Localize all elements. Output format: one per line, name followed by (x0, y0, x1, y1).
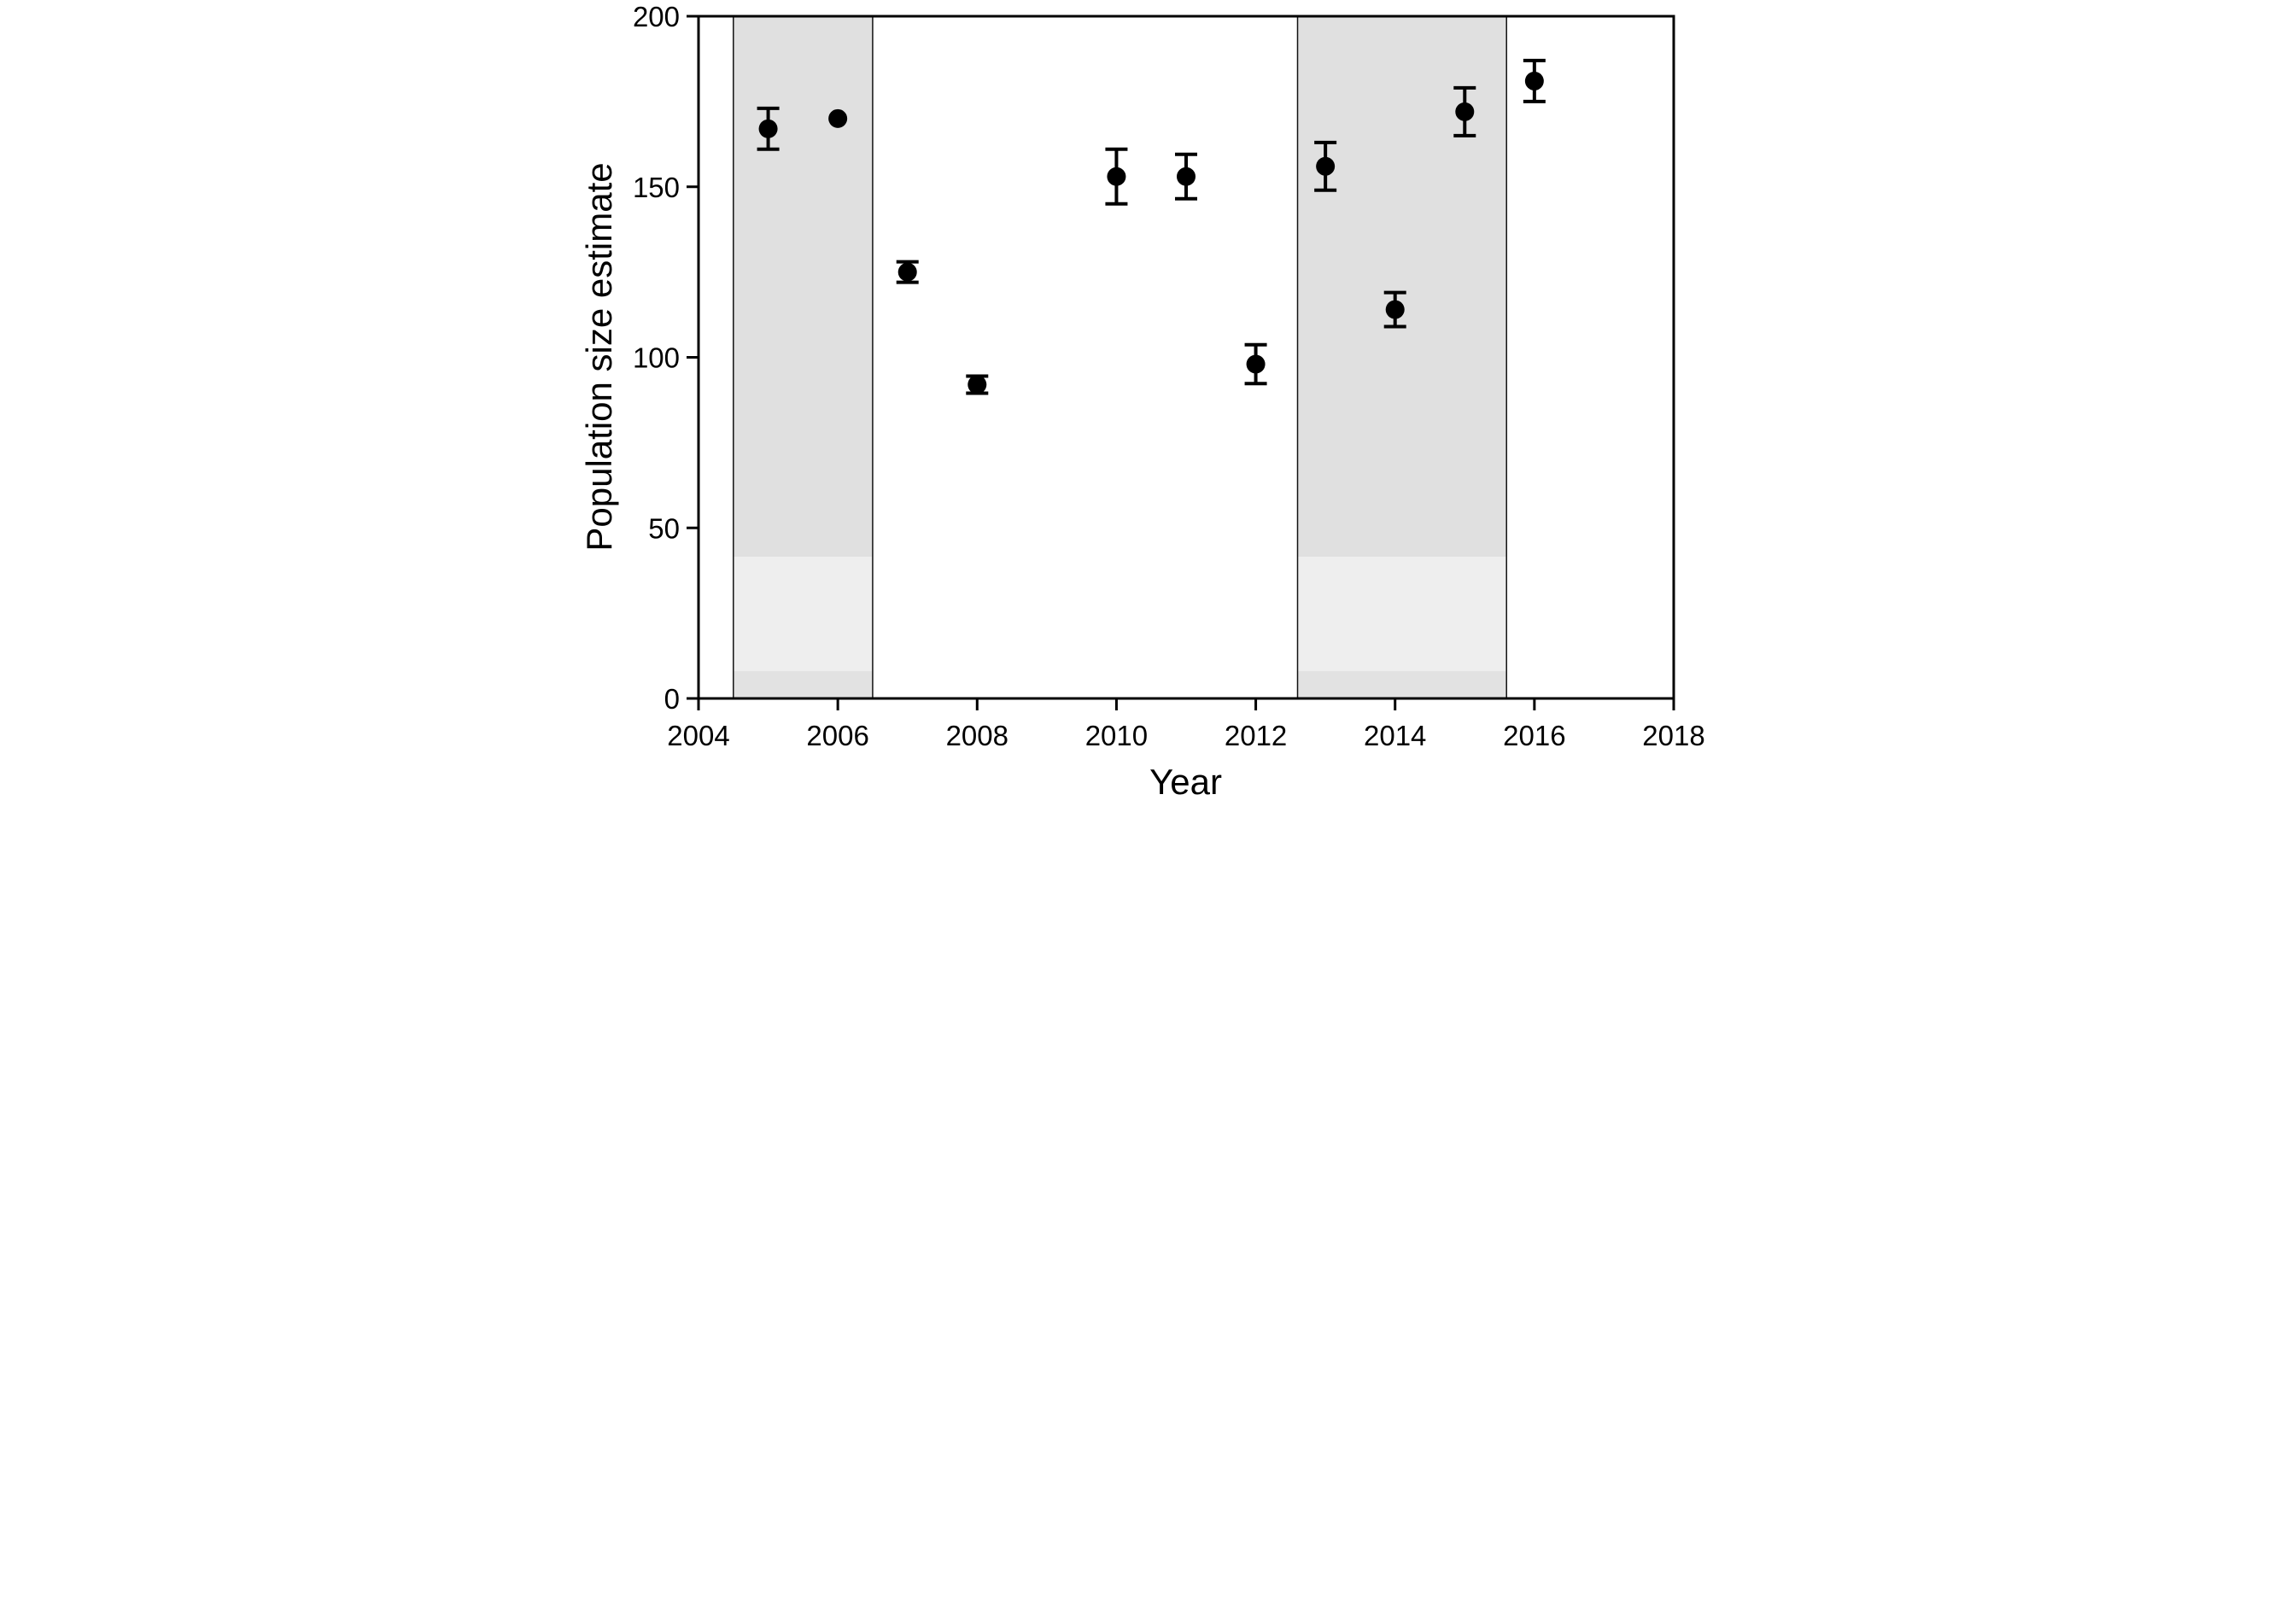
data-point (1385, 300, 1405, 319)
x-tick-label: 2014 (1364, 720, 1426, 751)
x-tick-label: 2018 (1642, 720, 1704, 751)
y-tick-label: 150 (632, 172, 679, 203)
x-tick-label: 2008 (945, 720, 1008, 751)
data-point (827, 108, 847, 128)
data-point (967, 375, 986, 394)
data-point (1176, 166, 1196, 186)
shaded-region-band (1297, 16, 1506, 558)
data-point (758, 119, 778, 138)
shaded-region-band (733, 671, 873, 698)
data-point (1106, 166, 1125, 186)
y-axis-title: Population size estimate (578, 162, 619, 552)
x-tick-label: 2012 (1224, 720, 1286, 751)
shaded-region-band (1297, 671, 1506, 698)
data-point (897, 262, 917, 282)
data-point (1246, 354, 1266, 374)
x-tick-label: 2010 (1084, 720, 1147, 751)
y-tick-label: 200 (632, 1, 679, 32)
y-tick-label: 50 (648, 512, 680, 544)
x-axis-title: Year (1149, 762, 1222, 802)
x-tick-label: 2004 (667, 720, 729, 751)
data-point (1454, 102, 1474, 121)
data-point (1524, 71, 1544, 91)
y-tick-label: 0 (664, 683, 679, 715)
figure: 2004 2006 2008 2010 2012 2014 2016 2018 0 50 100 15… (570, 0, 1710, 812)
x-tick-label: 2016 (1503, 720, 1565, 751)
shaded-region-band (1297, 557, 1506, 672)
data-point (1315, 156, 1335, 176)
chart-canvas: 2004 2006 2008 2010 2012 2014 2016 2018 0 50 100 15… (632, 1, 1704, 751)
y-tick-label: 100 (632, 342, 679, 374)
x-tick-label: 2006 (806, 720, 868, 751)
shaded-region-band (733, 557, 873, 672)
shaded-region-band (733, 16, 873, 558)
